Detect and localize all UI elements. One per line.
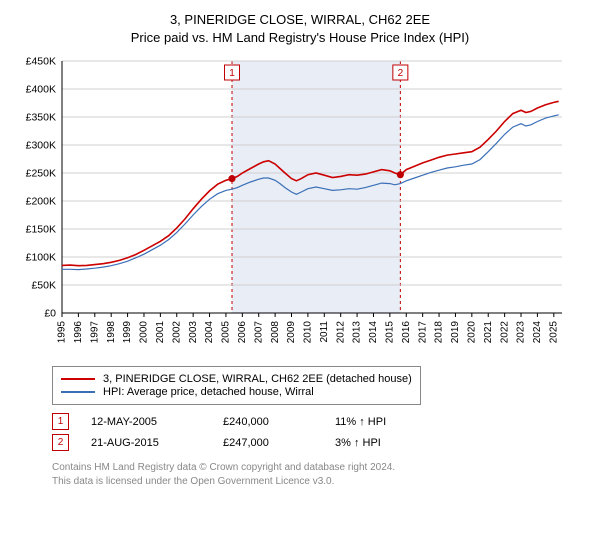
sale-row: 2 21-AUG-2015 £247,000 3% ↑ HPI: [52, 434, 582, 451]
svg-text:2018: 2018: [434, 321, 445, 344]
svg-text:2020: 2020: [466, 321, 477, 344]
legend-label: 3, PINERIDGE CLOSE, WIRRAL, CH62 2EE (de…: [103, 373, 412, 385]
sale-row: 1 12-MAY-2005 £240,000 11% ↑ HPI: [52, 413, 582, 430]
svg-text:2021: 2021: [483, 321, 494, 344]
sale-date: 12-MAY-2005: [91, 416, 201, 428]
legend-box: 3, PINERIDGE CLOSE, WIRRAL, CH62 2EE (de…: [52, 366, 421, 405]
svg-text:2016: 2016: [401, 321, 412, 344]
sales-list: 1 12-MAY-2005 £240,000 11% ↑ HPI 2 21-AUG-201…: [52, 413, 582, 451]
sale-index-box: 1: [52, 413, 69, 430]
page-subtitle: Price paid vs. HM Land Registry's House …: [14, 30, 586, 45]
sale-index-box: 2: [52, 434, 69, 451]
svg-text:£300K: £300K: [26, 140, 56, 152]
svg-text:2002: 2002: [171, 321, 182, 344]
sale-date: 21-AUG-2015: [91, 437, 201, 449]
svg-text:£150K: £150K: [26, 224, 56, 236]
svg-text:2007: 2007: [253, 321, 264, 344]
svg-text:£100K: £100K: [26, 252, 56, 264]
svg-text:£400K: £400K: [26, 84, 56, 96]
svg-text:2022: 2022: [499, 321, 510, 344]
svg-text:2025: 2025: [548, 321, 559, 344]
svg-text:2001: 2001: [155, 321, 166, 344]
svg-text:2010: 2010: [303, 321, 314, 344]
svg-text:£0: £0: [44, 308, 56, 320]
svg-text:2: 2: [398, 68, 404, 79]
svg-text:2012: 2012: [335, 321, 346, 344]
svg-text:1995: 1995: [57, 321, 68, 344]
svg-text:£250K: £250K: [26, 168, 56, 180]
svg-text:2000: 2000: [139, 321, 150, 344]
svg-text:2017: 2017: [417, 321, 428, 344]
svg-text:2011: 2011: [319, 321, 330, 343]
svg-text:2015: 2015: [385, 321, 396, 344]
svg-text:2023: 2023: [516, 321, 527, 344]
svg-text:£350K: £350K: [26, 112, 56, 124]
svg-text:£450K: £450K: [26, 56, 56, 68]
svg-text:2003: 2003: [188, 321, 199, 344]
svg-text:1997: 1997: [89, 321, 100, 344]
footer-line-2: This data is licensed under the Open Gov…: [52, 475, 582, 489]
sale-pct: 11% ↑ HPI: [335, 416, 425, 428]
sale-price: £247,000: [223, 437, 313, 449]
chart-svg: £0 £50K £100K £150K £200K £250K £300K £350K £400…: [14, 53, 574, 353]
footer-line-1: Contains HM Land Registry data © Crown c…: [52, 461, 582, 475]
svg-text:1996: 1996: [73, 321, 84, 344]
svg-text:2019: 2019: [450, 321, 461, 344]
page-title: 3, PINERIDGE CLOSE, WIRRAL, CH62 2EE: [14, 12, 586, 27]
svg-text:2006: 2006: [237, 321, 248, 344]
svg-text:2014: 2014: [368, 321, 379, 344]
footer: Contains HM Land Registry data © Crown c…: [52, 461, 582, 488]
svg-text:1998: 1998: [106, 321, 117, 344]
svg-text:2005: 2005: [221, 321, 232, 344]
price-chart: £0 £50K £100K £150K £200K £250K £300K £350K £400…: [14, 53, 586, 358]
svg-text:2004: 2004: [204, 321, 215, 344]
svg-text:£200K: £200K: [26, 196, 56, 208]
sale-pct: 3% ↑ HPI: [335, 437, 425, 449]
svg-text:1: 1: [229, 68, 235, 79]
legend-item: 3, PINERIDGE CLOSE, WIRRAL, CH62 2EE (de…: [61, 373, 412, 385]
legend-label: HPI: Average price, detached house, Wirr…: [103, 386, 314, 398]
svg-text:2024: 2024: [532, 321, 543, 344]
legend-swatch: [61, 378, 95, 380]
svg-text:2009: 2009: [286, 321, 297, 344]
svg-text:£50K: £50K: [31, 280, 56, 292]
svg-text:2013: 2013: [352, 321, 363, 344]
legend-swatch: [61, 391, 95, 393]
svg-text:1999: 1999: [122, 321, 133, 344]
sale-price: £240,000: [223, 416, 313, 428]
legend-item: HPI: Average price, detached house, Wirr…: [61, 386, 412, 398]
svg-text:2008: 2008: [270, 321, 281, 344]
